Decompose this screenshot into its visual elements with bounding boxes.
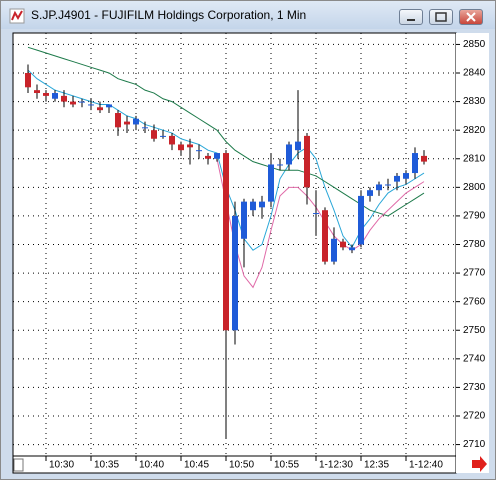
maximize-button[interactable] [429,9,453,25]
close-button[interactable] [459,9,483,25]
y-tick-label: 2770 [463,268,486,279]
candle-body [25,73,31,88]
candle-body [214,153,220,159]
y-tick-label: 2730 [463,382,486,393]
x-tick-label: 10:30 [49,460,74,471]
candle-body [403,173,409,179]
x-tick-label: 12:35 [364,460,389,471]
candle-body [304,135,310,188]
scroll-thumb[interactable] [13,458,24,472]
candle-body [322,210,328,262]
candle-body [160,135,166,137]
x-tick-label: 10:35 [94,460,119,471]
candle-body [79,101,85,103]
candle-body [331,238,337,262]
candle-body [133,118,139,125]
candle-body [421,155,427,162]
y-tick-label: 2810 [463,153,486,164]
chart: 2710 2720 2730 2740 2750 2760 2770 2780 2790 2800… [12,32,489,474]
scroll-arrow[interactable] [472,456,487,472]
moving-average-line [216,158,425,289]
candle-body [358,195,364,245]
candle-body [340,241,346,248]
candle-body [205,155,211,159]
title-bar: S.JP.J4901 - FUJIFILM Holdings Corporati… [1,1,495,29]
y-tick-label: 2790 [463,211,486,222]
x-tick-label: 10:45 [184,460,209,471]
candle-body [169,135,175,145]
y-tick-label: 2830 [463,96,486,107]
candle-body [97,107,103,111]
candle-body [178,144,184,151]
candle-body [88,104,94,106]
candle-body [43,93,49,96]
minimize-button[interactable] [399,9,423,25]
candle-body [367,190,373,196]
y-tick-label: 2710 [463,439,486,450]
candle-body [187,144,193,148]
candle-body [106,104,112,108]
candle-body [151,130,157,139]
x-tick-label: 10:50 [229,460,254,471]
x-tick-label: 1-12:30 [319,460,353,471]
candle-body [259,201,265,208]
y-tick-label: 2820 [463,125,486,136]
candle-body [70,101,76,105]
candle-body [124,121,130,125]
candle-body [313,213,319,215]
candle-body [223,153,229,331]
y-tick-label: 2750 [463,325,486,336]
y-tick-label: 2780 [463,239,486,250]
y-tick-label: 2850 [463,39,486,50]
app-icon [9,8,25,24]
candle-body [376,184,382,191]
candle-body [196,150,202,152]
x-tick-label: 1-12:40 [409,460,443,471]
y-tick-label: 2740 [463,353,486,364]
candle-body [232,215,238,331]
candle-body [52,93,58,99]
candle-body [268,164,274,202]
candle-body [385,184,391,186]
y-tick-label: 2840 [463,68,486,79]
candle-body [115,113,121,128]
candle-body [277,164,283,166]
x-tick-label: 10:40 [139,460,164,471]
candle-body [250,201,256,211]
candle-body [34,90,40,94]
candle-body [61,95,67,102]
y-tick-label: 2800 [463,182,486,193]
price-axis [456,33,489,473]
candle-body [286,144,292,165]
y-tick-label: 2720 [463,411,486,422]
window-title: S.JP.J4901 - FUJIFILM Holdings Corporati… [31,8,307,22]
x-tick-label: 10:55 [274,460,299,471]
y-tick-label: 2760 [463,296,486,307]
candle-body [142,127,148,129]
candle-body [412,153,418,174]
candle-body [349,247,355,251]
candle-body [241,201,247,239]
candle-body [295,141,301,151]
candle-body [394,175,400,182]
